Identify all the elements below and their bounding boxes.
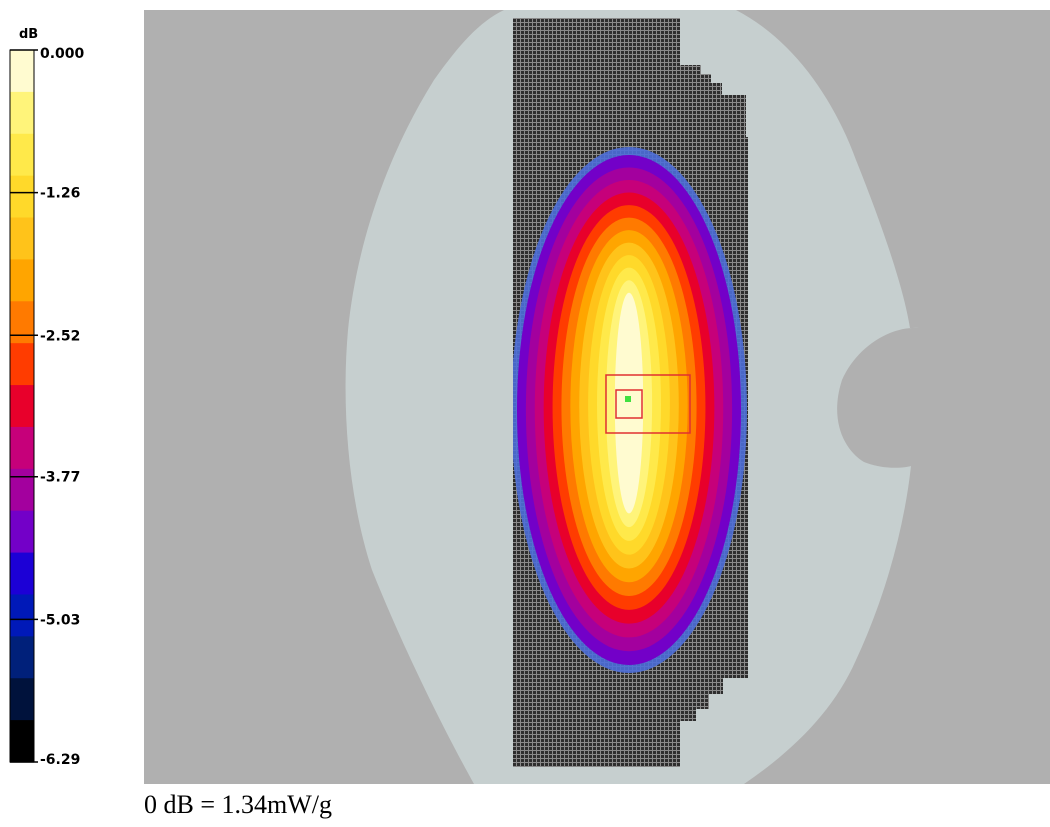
- colorbar-segment: [10, 426, 34, 470]
- colorbar-segment: [10, 552, 34, 596]
- colorbar-segment: [10, 720, 34, 763]
- colorbar-segment: [10, 217, 34, 261]
- colorbar-segment: [10, 259, 34, 302]
- colorbar-segment: [10, 678, 34, 721]
- caption: 0 dB = 1.34mW/g: [144, 790, 332, 819]
- colorbar-segment: [10, 133, 34, 177]
- peak-point: [625, 396, 631, 402]
- colorbar-tick-label: -6.29: [40, 752, 80, 768]
- colorbar-ticks: 0.000 -1.26 -2.52 -3.77 -5.03 -6.29: [10, 46, 85, 768]
- sar-plot-svg: [144, 10, 1050, 784]
- colorbar: dB 0.000 -1.26 -2.52 -3.77 -5.03 -6.29: [0, 0, 140, 780]
- colorbar-segments: [10, 50, 34, 763]
- colorbar-segment: [10, 468, 34, 512]
- colorbar-tick-label: -5.03: [40, 612, 80, 628]
- sar-plot: [144, 10, 1050, 784]
- colorbar-tick-label: -2.52: [40, 328, 80, 344]
- colorbar-unit-label: dB: [19, 27, 38, 42]
- colorbar-svg: dB 0.000 -1.26 -2.52 -3.77 -5.03 -6.29: [9, 27, 85, 768]
- colorbar-tick-label: -1.26: [40, 186, 80, 202]
- colorbar-segment: [10, 594, 34, 637]
- colorbar-segment: [10, 50, 34, 93]
- sar-contours: [513, 147, 747, 673]
- zoom-scan-inner-box: [615, 389, 643, 419]
- colorbar-segment: [10, 343, 34, 386]
- colorbar-segment: [10, 175, 34, 219]
- colorbar-segment: [10, 510, 34, 554]
- colorbar-segment: [10, 385, 34, 428]
- colorbar-segment: [10, 91, 34, 135]
- colorbar-segment: [10, 636, 34, 679]
- zoom-scan-outer-box: [605, 374, 691, 434]
- sar-contour-level: [614, 292, 644, 514]
- colorbar-segment: [10, 301, 34, 344]
- colorbar-tick-label: -3.77: [40, 470, 80, 486]
- colorbar-tick-label: 0.000: [40, 46, 85, 62]
